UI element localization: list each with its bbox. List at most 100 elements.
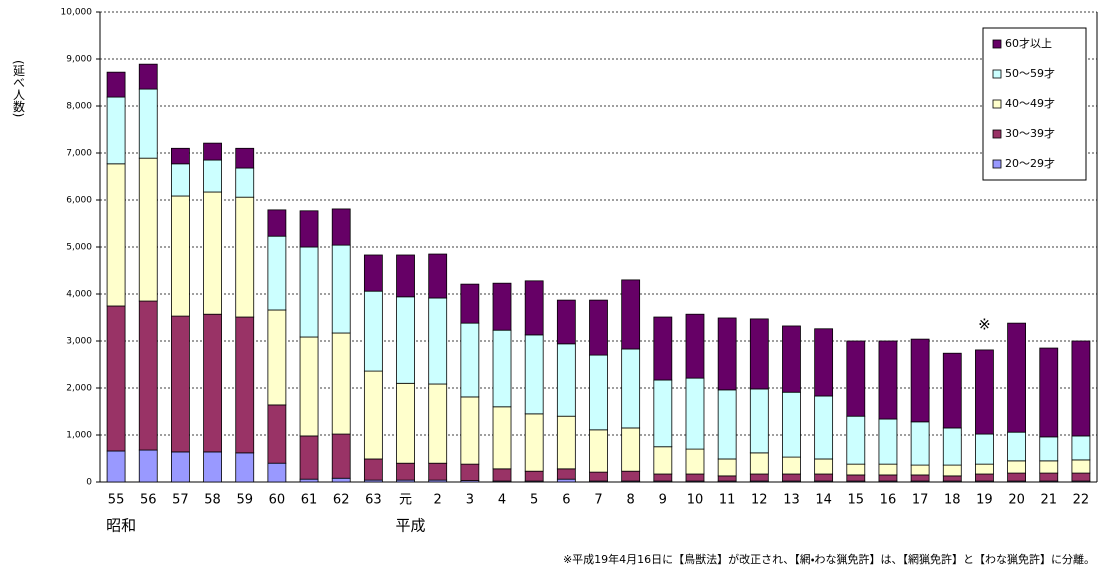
- bar-segment: [685, 448, 705, 475]
- x-tick-label: 13: [783, 493, 800, 508]
- bar-segment: [267, 235, 287, 311]
- era-label: 平成: [396, 517, 426, 535]
- bar-segment: [975, 433, 994, 465]
- bar-segment: [846, 474, 866, 482]
- bar-segment: [782, 473, 801, 482]
- x-tick-label: 55: [108, 493, 125, 508]
- bar-segment: [589, 429, 608, 473]
- bar-segment: [171, 195, 190, 317]
- footnote: ※平成19年4月16日に【鳥獣法】が改正され、【網・わな猟免許】は、【網猟免許】…: [563, 552, 1095, 566]
- x-tick-label: 63: [365, 493, 382, 508]
- bar-segment: [749, 388, 769, 454]
- bar-segment: [942, 475, 962, 482]
- bar-segment: [203, 191, 222, 315]
- bar-segment: [138, 300, 158, 451]
- x-tick-label: 20: [1008, 493, 1025, 508]
- bar-segment: [299, 210, 319, 248]
- bar-segment: [331, 477, 351, 483]
- x-tick-label: 58: [204, 493, 221, 508]
- bar-segment: [589, 471, 608, 482]
- legend-text: 40～49才: [1005, 96, 1055, 110]
- bar-segment: [1071, 340, 1091, 437]
- bar-segment: [428, 297, 448, 385]
- bar-segment: [331, 332, 351, 435]
- bar-segment: [106, 163, 126, 307]
- x-tick-label: 元: [399, 493, 412, 508]
- x-tick-label: 56: [140, 493, 157, 508]
- x-tick-label: 5: [530, 493, 538, 508]
- bar-segment: [235, 167, 255, 198]
- bar-segment: [396, 296, 415, 384]
- bar-segment: [975, 473, 994, 482]
- bar-segment: [363, 254, 383, 292]
- x-tick-label: 17: [912, 493, 929, 508]
- x-tick-label: 21: [1040, 493, 1057, 508]
- bar-segment: [106, 96, 126, 165]
- bar-segment: [1071, 472, 1091, 482]
- bar-segment: [492, 329, 512, 408]
- bar-segment: [171, 451, 190, 483]
- bar-segment: [460, 283, 480, 324]
- bar-segment: [975, 349, 994, 435]
- bar-segment: [267, 209, 287, 237]
- y-tick-label: 5,000: [66, 243, 92, 253]
- x-tick-label: 15: [848, 493, 865, 508]
- bar-segment: [942, 352, 962, 429]
- x-tick-label: 7: [594, 493, 602, 508]
- bar-segment: [910, 421, 930, 466]
- bar-segment: [653, 379, 673, 448]
- y-tick-label: 6,000: [66, 196, 92, 206]
- bar-segment: [492, 406, 512, 470]
- bar-segment: [814, 458, 834, 475]
- bar-segment: [1071, 459, 1091, 474]
- x-tick-label: 14: [815, 493, 832, 508]
- bar-segment: [1007, 431, 1026, 462]
- bar-segment: [171, 147, 190, 165]
- bar-segment: [203, 313, 222, 453]
- bar-segment: [717, 389, 737, 460]
- bar-segment: [749, 473, 769, 482]
- bar-segment: [910, 464, 930, 476]
- bar-segment: [171, 163, 190, 197]
- x-tick-label: 19: [976, 493, 993, 508]
- bar-segment: [235, 196, 255, 318]
- bar-segment: [749, 318, 769, 390]
- bar-segment: [299, 435, 319, 480]
- legend-swatch: [992, 159, 1002, 169]
- bar-segment: [878, 474, 898, 482]
- bar-segment: [106, 305, 126, 452]
- bar-segment: [203, 451, 222, 483]
- x-tick-label: 57: [172, 493, 189, 508]
- bar-segment: [814, 328, 834, 397]
- bar-segment: [621, 470, 641, 482]
- bar-segment: [267, 462, 287, 483]
- bar-segment: [556, 415, 576, 470]
- bar-segment: [878, 340, 898, 420]
- bar-segment: [492, 282, 512, 331]
- bar-segment: [396, 254, 415, 298]
- bar-segment: [717, 458, 737, 477]
- bar-segment: [878, 418, 898, 465]
- legend-swatch: [992, 99, 1002, 109]
- bar-segment: [428, 253, 448, 299]
- x-tick-label: 18: [944, 493, 961, 508]
- bar-segment: [556, 478, 576, 483]
- x-tick-label: 10: [687, 493, 704, 508]
- bar-segment: [1039, 347, 1059, 438]
- y-tick-label: 1,000: [66, 431, 92, 441]
- bar-segment: [267, 404, 287, 464]
- bar-segment: [1039, 436, 1059, 462]
- bar-segment: [685, 313, 705, 379]
- bar-segment: [814, 473, 834, 482]
- y-tick-label: 7,000: [66, 149, 92, 159]
- bar-segment: [138, 157, 158, 302]
- bar-segment: [556, 343, 576, 417]
- bar-segment: [203, 142, 222, 161]
- bar-segment: [396, 462, 415, 481]
- bar-segment: [331, 433, 351, 479]
- y-tick-label: 4,000: [66, 290, 92, 300]
- bar-segment: [1071, 435, 1091, 461]
- bar-segment: [621, 348, 641, 429]
- bar-segment: [203, 159, 222, 193]
